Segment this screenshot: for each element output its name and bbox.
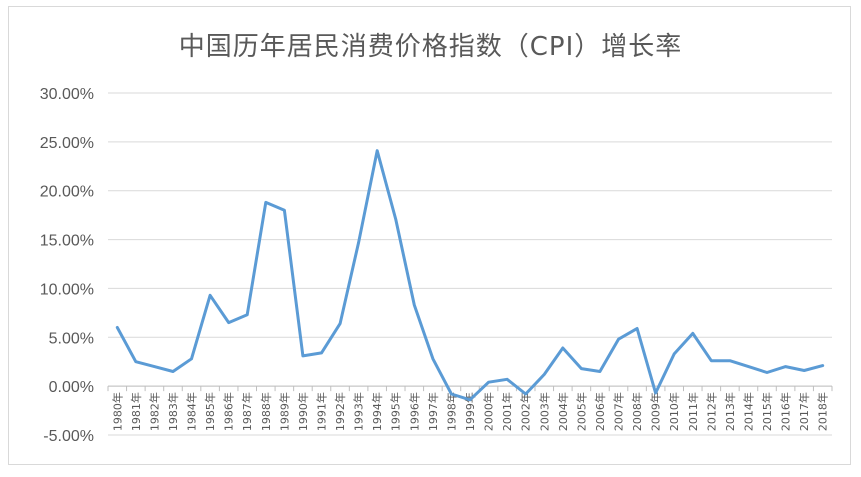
- series-line: [115, 149, 825, 402]
- y-tick-label: 30.00%: [40, 86, 94, 103]
- x-tick-label: 1980年: [110, 392, 124, 431]
- data-point: [654, 391, 657, 395]
- data-point: [153, 365, 156, 368]
- x-tick-label: 1998年: [444, 392, 458, 431]
- data-point: [487, 381, 490, 384]
- x-tick-label: 1985年: [203, 392, 217, 431]
- x-tick-label: 1999年: [463, 392, 477, 431]
- data-point: [728, 359, 732, 362]
- data-point: [747, 365, 750, 368]
- y-tick-label: 20.00%: [40, 184, 94, 201]
- data-point: [561, 346, 565, 350]
- x-tick-label: 2017年: [797, 392, 811, 431]
- x-tick-label: 2012年: [704, 392, 718, 431]
- x-tick-label: 1983年: [166, 392, 180, 431]
- data-point: [116, 326, 119, 329]
- x-tick-label: 2000年: [482, 392, 496, 431]
- x-tick-label: 2005年: [574, 392, 588, 431]
- data-point: [691, 332, 694, 335]
- data-point: [598, 370, 602, 373]
- x-tick-label: 2004年: [556, 392, 570, 431]
- x-tick-label: 2007年: [612, 392, 626, 431]
- data-point: [246, 313, 249, 317]
- data-point: [450, 392, 453, 396]
- x-tick-label: 1992年: [333, 392, 347, 431]
- data-point: [413, 303, 416, 307]
- data-point: [802, 369, 806, 372]
- x-tick-label: 1988年: [259, 392, 273, 431]
- x-tick-label: 2014年: [741, 392, 755, 431]
- y-tick-label: 15.00%: [40, 233, 94, 250]
- data-point: [524, 392, 527, 396]
- data-point: [338, 322, 342, 325]
- x-tick-label: 1989年: [277, 392, 291, 431]
- x-tick-label: 2008年: [630, 392, 644, 431]
- data-point: [673, 352, 676, 356]
- data-point: [580, 367, 583, 370]
- x-tick-label: 1986年: [222, 392, 236, 431]
- x-tick-label: 1996年: [407, 392, 421, 431]
- y-tick-label: 25.00%: [40, 135, 94, 152]
- data-point: [710, 359, 713, 362]
- data-point: [171, 370, 175, 373]
- data-point: [821, 364, 824, 367]
- data-point: [468, 398, 472, 402]
- data-point: [320, 351, 323, 355]
- x-tick-label: 2013年: [723, 392, 737, 431]
- x-tick-label: 1987年: [240, 392, 254, 431]
- data-point: [208, 294, 212, 297]
- x-tick-label: 1990年: [296, 392, 310, 431]
- x-tick-label: 1994年: [370, 392, 384, 431]
- data-point: [635, 327, 639, 330]
- data-point: [190, 357, 193, 360]
- y-tick-label: -5.00%: [43, 428, 94, 445]
- x-tick-label: 1997年: [426, 392, 440, 431]
- data-point: [765, 371, 769, 374]
- data-point: [543, 373, 546, 376]
- data-point: [375, 149, 379, 152]
- x-tick-label: 2015年: [760, 392, 774, 431]
- y-tick-label: 10.00%: [40, 281, 94, 298]
- x-tick-label: 1993年: [352, 392, 366, 431]
- x-tick-label: 2002年: [519, 392, 533, 431]
- data-point: [301, 354, 305, 358]
- data-point: [134, 360, 138, 363]
- y-tick-label: 0.00%: [49, 379, 94, 396]
- chart-title: 中国历年居民消费价格指数（CPI）增长率: [178, 32, 683, 62]
- x-tick-label: 2010年: [667, 392, 681, 431]
- x-tick-label: 2001年: [500, 392, 514, 431]
- data-point: [264, 201, 267, 204]
- x-tick-label: 2018年: [816, 392, 830, 431]
- x-tick-label: 1995年: [389, 392, 403, 431]
- data-point: [505, 378, 509, 381]
- data-point: [784, 365, 787, 368]
- x-tick-label: 2011年: [686, 392, 700, 431]
- x-tick-label: 1981年: [129, 392, 143, 431]
- x-tick-label: 1984年: [185, 392, 199, 431]
- x-tick-label: 2006年: [593, 392, 607, 431]
- data-point: [394, 217, 397, 221]
- x-tick-label: 2003年: [537, 392, 551, 431]
- y-tick-label: 5.00%: [49, 330, 94, 347]
- data-point: [357, 241, 360, 244]
- x-tick-label: 2009年: [649, 392, 663, 431]
- data-point: [283, 209, 286, 212]
- data-point: [227, 321, 230, 324]
- x-tick-label: 1991年: [314, 392, 328, 431]
- data-point: [431, 357, 435, 360]
- data-point: [617, 338, 620, 341]
- chart-frame: [8, 6, 851, 465]
- x-tick-label: 1982年: [147, 392, 161, 431]
- x-tick-label: 2016年: [779, 392, 793, 431]
